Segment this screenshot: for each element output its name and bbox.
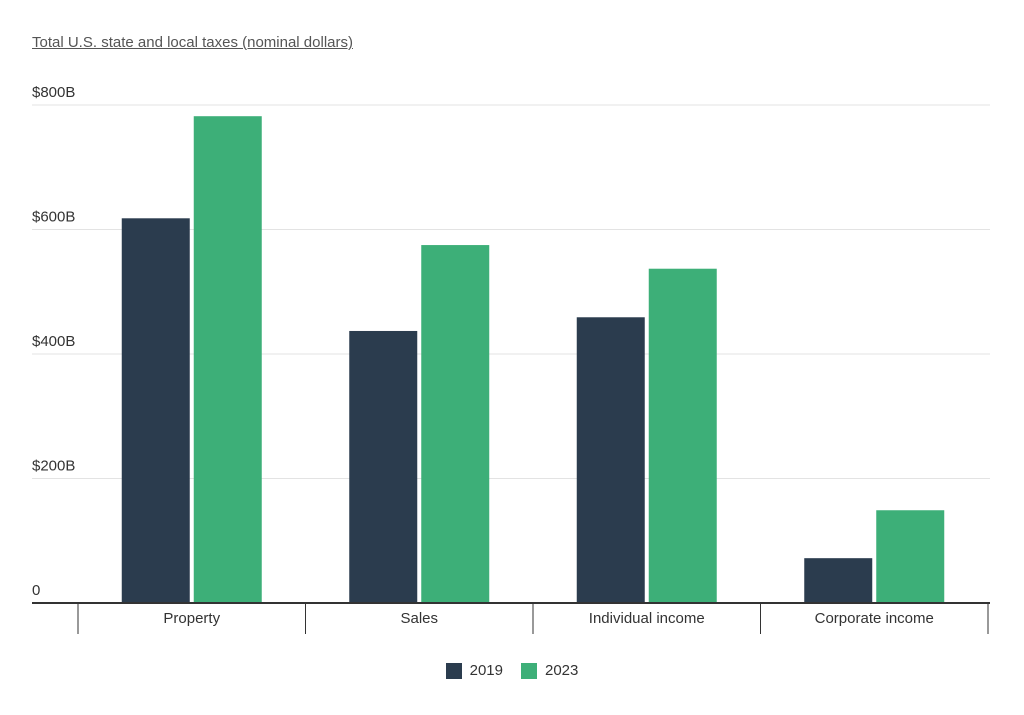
x-tick-label: Individual income xyxy=(589,610,705,627)
bar-2023-corporate-income xyxy=(876,510,945,603)
legend-label: 2019 xyxy=(469,662,503,679)
legend-swatch xyxy=(521,662,537,679)
bar-2023-sales xyxy=(421,245,490,603)
legend-item-2019: 2019 xyxy=(445,662,503,679)
x-tick-label: Property xyxy=(163,610,220,627)
bar-2019-sales xyxy=(349,330,418,603)
chart-title: Total U.S. state and local taxes (nomina… xyxy=(32,34,353,51)
y-tick-label: $800B xyxy=(32,84,75,101)
legend: 2019 2023 xyxy=(0,662,1024,679)
x-tick-label: Corporate income xyxy=(815,610,934,627)
legend-item-2023: 2023 xyxy=(521,662,578,679)
y-tick-label: 0 xyxy=(32,582,40,599)
legend-label: 2023 xyxy=(545,662,579,679)
legend-swatch xyxy=(445,662,462,679)
bar-2023-individual-income xyxy=(648,268,717,603)
y-tick-label: $200B xyxy=(32,458,75,475)
y-tick-label: $600B xyxy=(32,209,75,226)
x-tick-label: Sales xyxy=(400,610,438,627)
bar-2019-corporate-income xyxy=(804,558,873,603)
bar-2019-property xyxy=(121,218,190,604)
y-tick-label: $400B xyxy=(32,333,75,350)
bar-2019-individual-income xyxy=(576,317,645,603)
bar-2023-property xyxy=(193,116,262,603)
